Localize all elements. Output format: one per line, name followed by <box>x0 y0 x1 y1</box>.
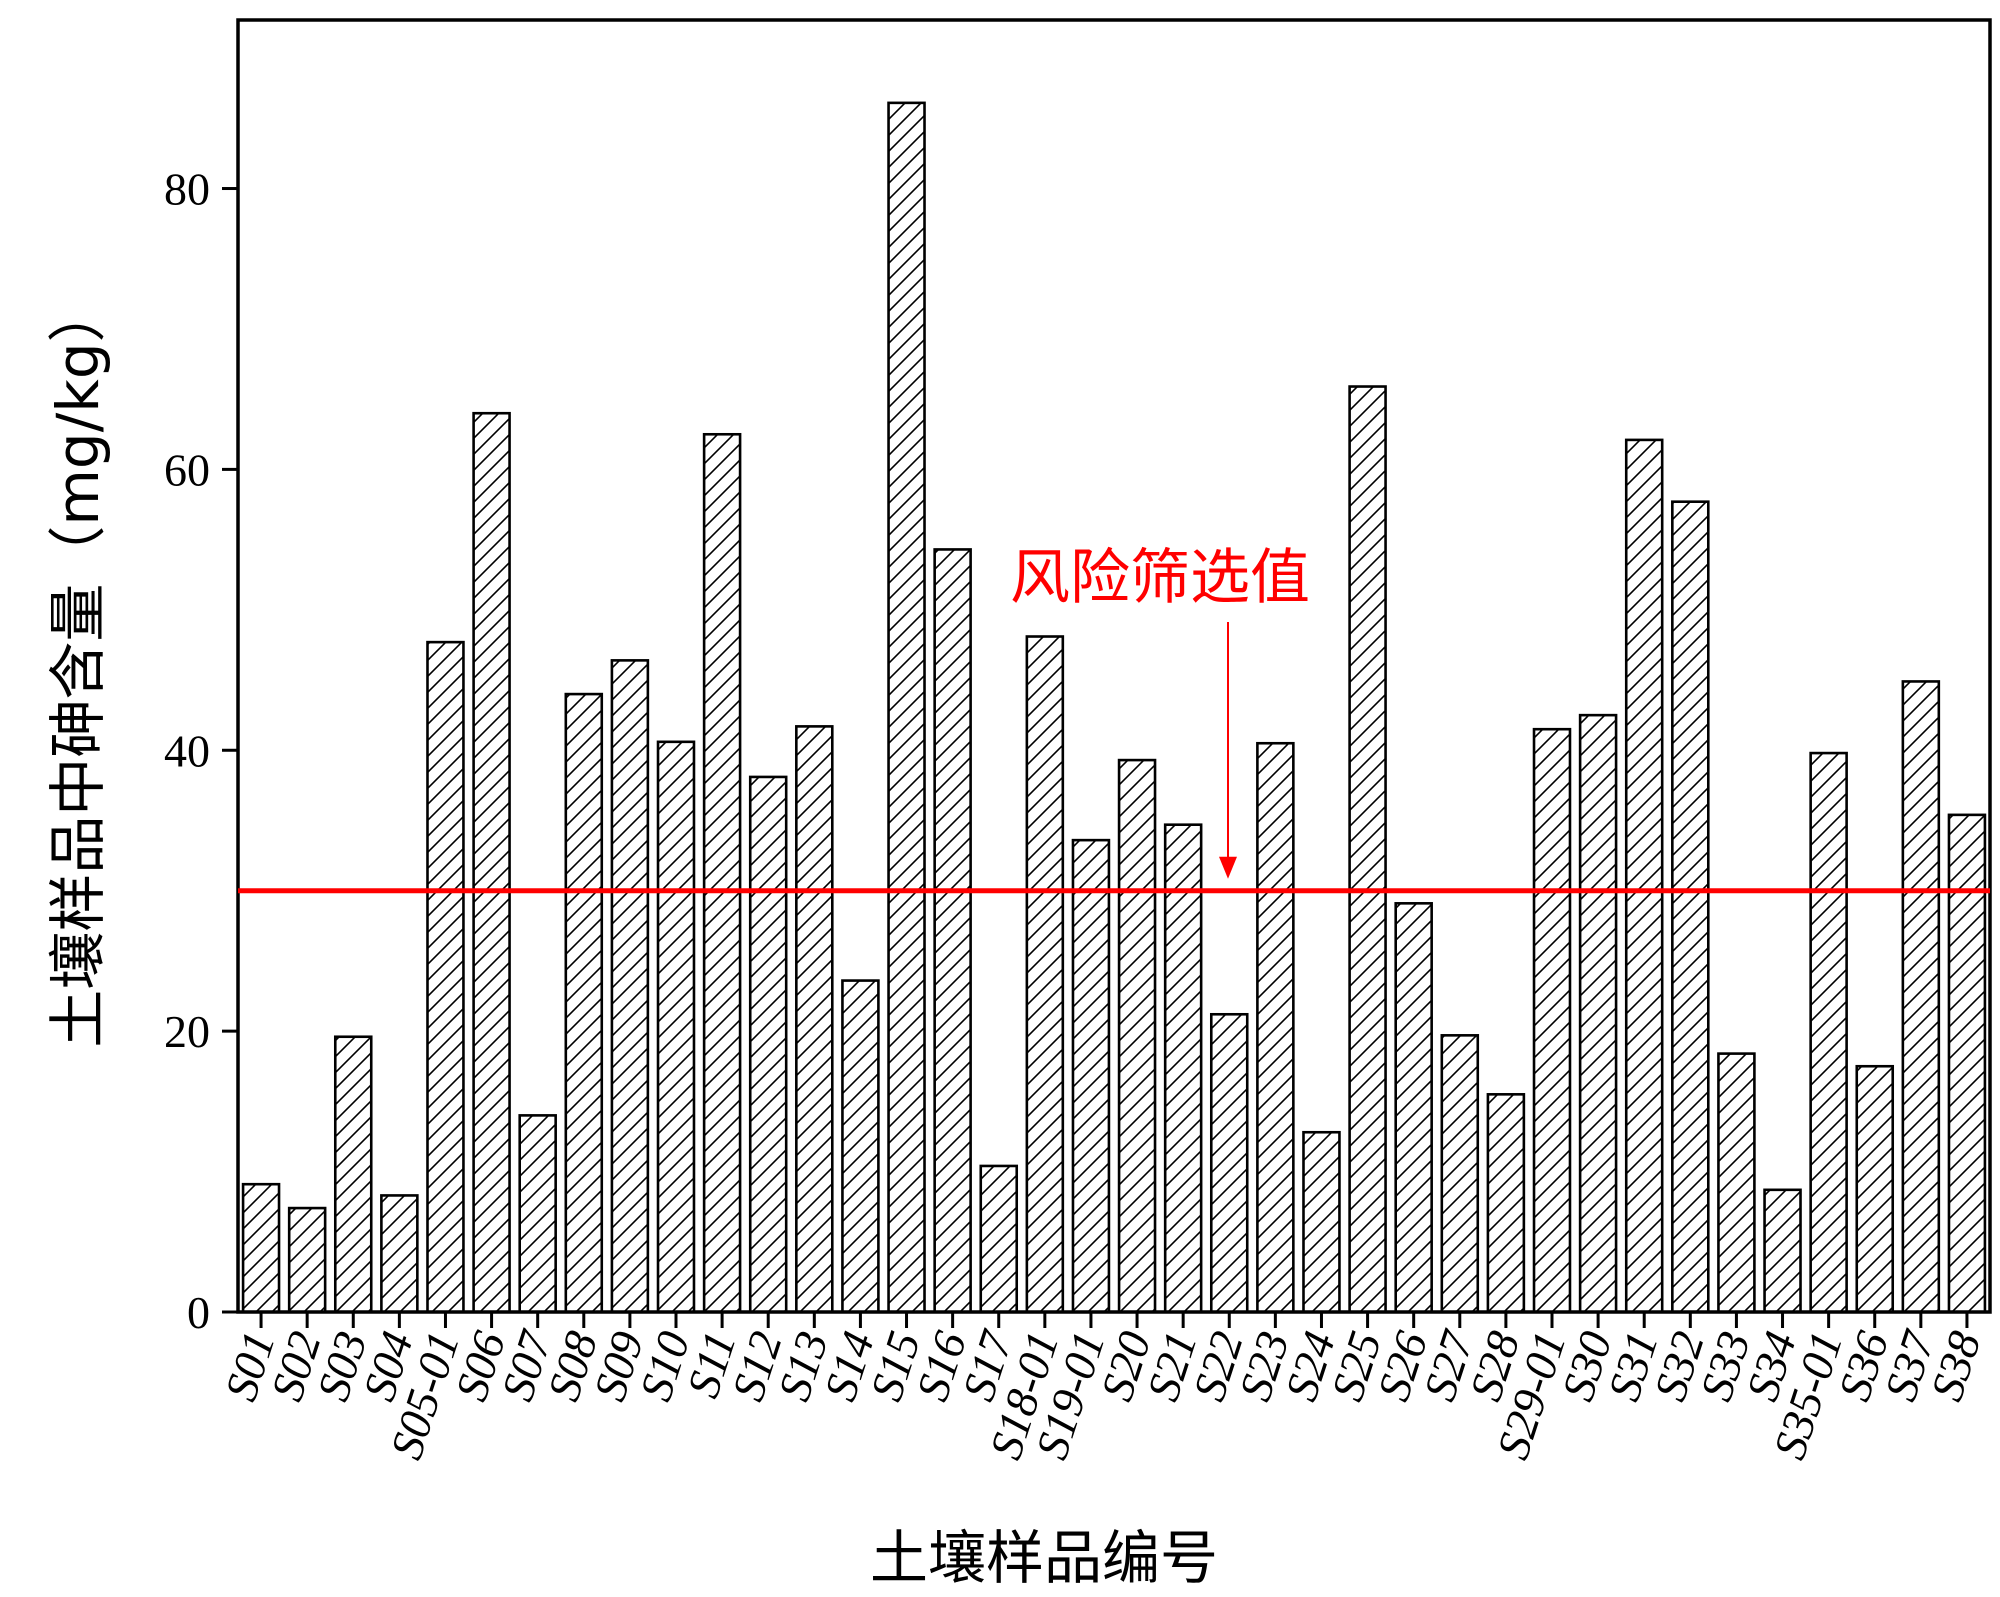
bar-s27 <box>1440 1034 1480 1314</box>
bar-s20 <box>1117 758 1157 1314</box>
bar-s07 <box>518 1114 557 1314</box>
bar-s24 <box>1302 1130 1341 1314</box>
bars-group <box>241 101 1987 1314</box>
bar-s17 <box>979 1164 1019 1314</box>
bar-s37 <box>1901 680 1941 1314</box>
bar-s32 <box>1671 500 1710 1314</box>
y-tick-label-20: 20 <box>164 1006 210 1057</box>
bar-s14 <box>841 979 880 1314</box>
y-tick-label-80: 80 <box>164 164 210 215</box>
bar-s36 <box>1855 1064 1895 1314</box>
bar-s06 <box>472 411 511 1314</box>
annotation-arrow-head <box>1219 856 1237 879</box>
bar-s10 <box>656 740 696 1314</box>
bar-s35-01 <box>1809 751 1848 1314</box>
bar-s19-01 <box>1071 838 1111 1314</box>
y-tick-label-40: 40 <box>164 725 210 776</box>
y-tick-label-60: 60 <box>164 444 210 495</box>
bar-s12 <box>748 775 788 1314</box>
bar-s09 <box>610 659 650 1314</box>
bar-s18-01 <box>1025 635 1065 1314</box>
bar-s33 <box>1717 1052 1756 1314</box>
bar-s08 <box>564 692 604 1314</box>
bar-s04 <box>380 1194 419 1314</box>
risk-screening-label: 风险筛选值 <box>1010 543 1310 613</box>
bar-s31 <box>1624 438 1664 1314</box>
bar-s15 <box>887 101 926 1314</box>
bar-s01 <box>241 1182 281 1314</box>
bar-s25 <box>1348 385 1387 1314</box>
bar-s26 <box>1394 902 1433 1314</box>
axes-group <box>222 18 1992 1328</box>
bar-s23 <box>1256 741 1295 1314</box>
bar-s34 <box>1763 1188 1802 1314</box>
bar-s22 <box>1209 1012 1249 1314</box>
y-axis-title: 土壤样品中砷含量（mg/kg） <box>44 284 112 1047</box>
y-tick-label-0: 0 <box>187 1287 210 1338</box>
bar-s30 <box>1578 713 1618 1314</box>
bar-s28 <box>1486 1093 1526 1314</box>
x-axis-title: 土壤样品编号 <box>870 1524 1218 1592</box>
plot-frame <box>236 18 1992 1314</box>
bar-s29-01 <box>1532 727 1572 1314</box>
bar-s16 <box>933 548 972 1314</box>
bar-s21 <box>1163 823 1203 1314</box>
bar-s11 <box>702 432 742 1314</box>
bar-s13 <box>795 725 834 1314</box>
bar-s03 <box>333 1035 373 1314</box>
bar-s38 <box>1947 813 1987 1314</box>
reference-group: 风险筛选值 <box>238 543 1990 894</box>
bar-s02 <box>287 1206 327 1314</box>
bar-s05-01 <box>426 640 465 1314</box>
